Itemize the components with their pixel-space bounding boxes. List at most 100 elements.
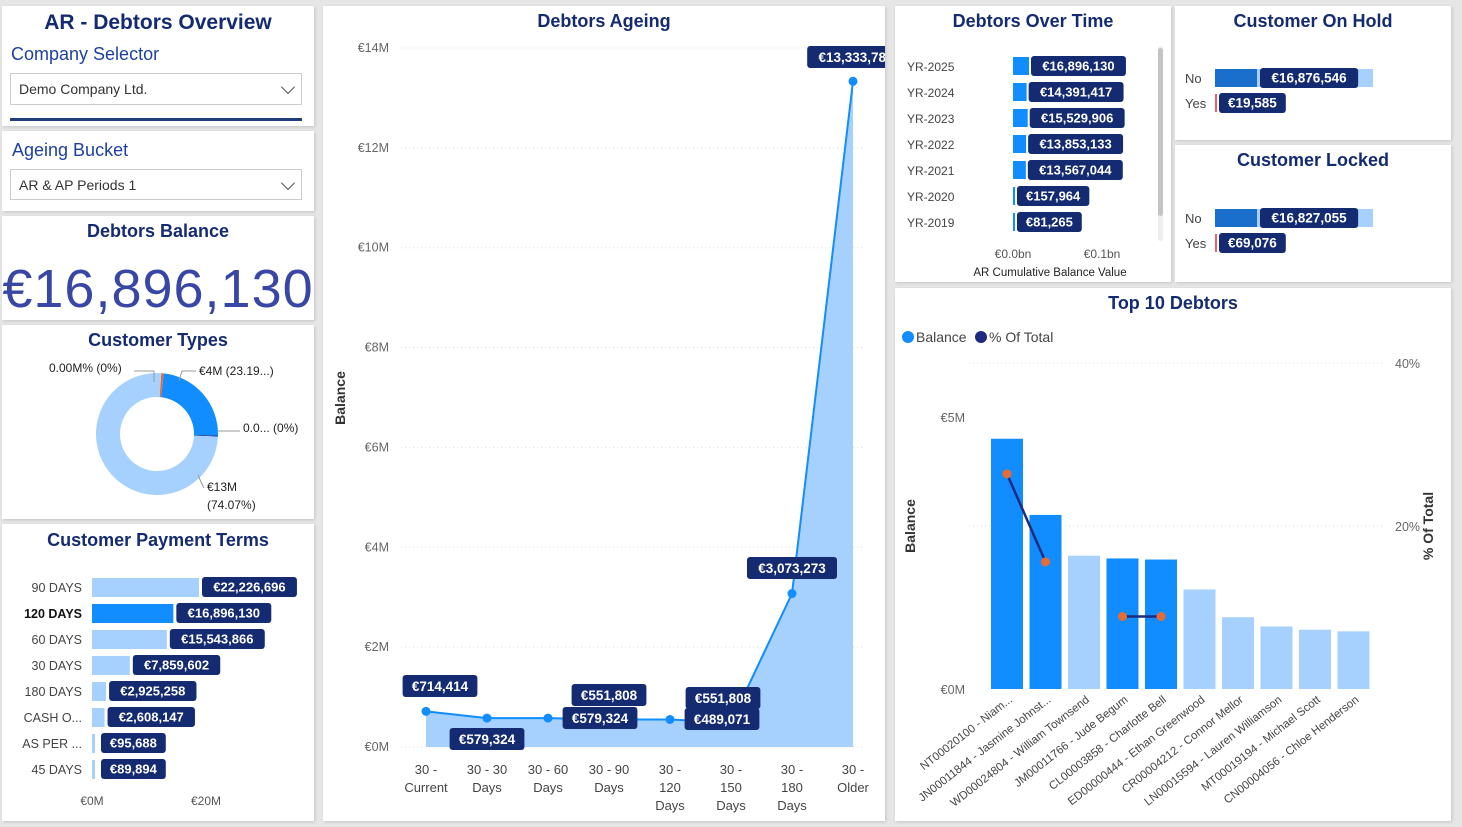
bar [1215,94,1217,112]
donut-slice [161,373,218,436]
bar-value-label: €15,529,906 [1041,111,1113,126]
leader-line [197,474,205,489]
bar [1013,161,1026,179]
y2-tick-label: 20% [1395,520,1420,534]
customer-on-hold-chart: No €16,876,546 Yes €19,585 [1185,68,1373,113]
x-tick-label: Older [837,780,869,795]
data-label: €714,414 [412,679,469,694]
bar [1013,135,1027,153]
bar [1068,555,1100,689]
x-tick-label: 30 - [720,762,742,777]
bar-value-label: €13,567,044 [1039,163,1112,178]
customer-types-title: Customer Types [88,330,228,350]
leader-line [178,370,196,382]
bar-value-label-bg [1219,93,1286,113]
data-label-bg [402,675,478,697]
x-tick-label: Days [533,780,563,795]
bar-value-label: €81,265 [1026,215,1073,230]
data-label-bg [684,708,760,730]
debtors-ageing-title: Debtors Ageing [537,11,671,31]
bar [1222,617,1254,689]
x-tick-label: 150 [720,780,742,795]
bar-value-label-bg [1028,82,1124,102]
slice-label: €13M [207,480,237,494]
bar-value-label: €16,896,130 [1042,59,1114,74]
ageing-bucket-dropdown[interactable]: AR & AP Periods 1 [10,169,302,200]
bar-value-label: €157,964 [1026,189,1081,204]
bar-value-label: €14,391,417 [1040,85,1112,100]
y-tick-label: €0M [941,683,965,697]
bar [92,578,199,597]
bar-value-label-bg [1017,186,1090,206]
bar-value-label-bg [101,733,166,753]
scrollbar-thumb[interactable] [1158,48,1163,216]
bar-value-label-bg [1027,160,1123,180]
x-tick-label: 30 - [415,762,437,777]
bar [1183,589,1216,689]
category-label: YR-2021 [907,164,955,178]
bar-value-label-bg [1031,56,1126,76]
category-label: 120 DAYS [24,607,82,621]
y-tick-label: €6M [365,440,389,454]
bar-value-label-bg [169,629,265,649]
customer-on-hold-card: Customer On Hold No €16,876,546 Yes €19,585 [1175,6,1451,140]
x-tick-label: €0M [80,794,103,808]
bar-value-label-bg [176,603,272,623]
category-label: 90 DAYS [32,581,83,595]
x-tick-label: 30 - [781,762,803,777]
x-tick-label: 30 - 60 [528,762,568,777]
chevron-down-icon[interactable] [280,175,296,190]
debtors-balance-card: Debtors Balance €16,896,130 [2,216,314,320]
ageing-bucket-label: Ageing Bucket [12,140,129,160]
data-point [421,706,431,716]
chevron-down-icon[interactable] [280,79,296,95]
customer-types-chart: 0.00M% (0%) €4M (23.19...) 0.0... (0%) €13M… [49,361,298,512]
page-title: AR - Debtors Overview [44,11,272,34]
ageing-bucket-value: AR & AP Periods 1 [19,176,137,193]
x-tick-label: 30 - 90 [589,762,629,777]
bar-value-label-bg [1029,108,1125,128]
customer-locked-chart: No €16,827,055 Yes €69,076 [1185,208,1373,253]
category-label: 45 DAYS [32,763,83,777]
bar-value-label: €19,585 [1228,96,1277,111]
slice-label: 0.0... (0%) [243,421,298,435]
category-label: YR-2023 [907,112,955,126]
bar-value-label-bg [107,707,195,727]
bar [92,656,130,675]
bar-value-label: €2,925,258 [120,684,185,699]
bar-value-label: €16,876,546 [1272,71,1348,86]
bar [92,760,95,779]
bar-value-label: €13,853,133 [1039,137,1111,152]
pct-line [1005,473,1047,563]
payment-terms-card: Customer Payment Terms 90 DAYS €22,226,69… [2,524,314,821]
top10-debtors-title: Top 10 Debtors [1108,293,1238,313]
bar-value-label: €15,543,866 [181,632,253,647]
x-tick-label: Days [777,798,807,813]
bar [1013,213,1015,231]
debtors-balance-title: Debtors Balance [86,221,230,241]
x-axis-label: AR Cumulative Balance Value [973,267,1126,279]
payment-terms-title: Customer Payment Terms [47,530,269,550]
legend-pct-dot [975,331,987,343]
bar [1013,187,1015,205]
bar [1013,83,1027,101]
pct-point [1041,557,1050,567]
bar [1215,234,1217,252]
customer-on-hold-title: Customer On Hold [1233,11,1393,31]
x-tick-label: €0.0bn [995,247,1032,261]
debtors-ageing-card: Debtors Ageing €0M €2M €4M €6M €8M €10M €12M €1… [323,6,885,821]
bar [1260,626,1293,689]
company-selector-value: Demo Company Ltd. [19,81,148,97]
vertical-scrollbar[interactable] [1158,46,1163,241]
pct-point [1118,611,1127,621]
slice-label: 0.00M% (0%) [49,361,122,375]
bar-value-label-bg [1260,68,1359,88]
bar-value-label-bg [202,577,297,597]
bar [1106,558,1139,689]
bar [1029,514,1062,689]
bar-highlight [1215,69,1257,87]
company-selector-card: AR - Debtors Overview Company Selector D… [2,6,314,126]
donut-slice [159,373,164,398]
company-selector-dropdown[interactable]: Demo Company Ltd. [10,73,302,105]
x-tick-label: 30 - 30 [467,762,507,777]
